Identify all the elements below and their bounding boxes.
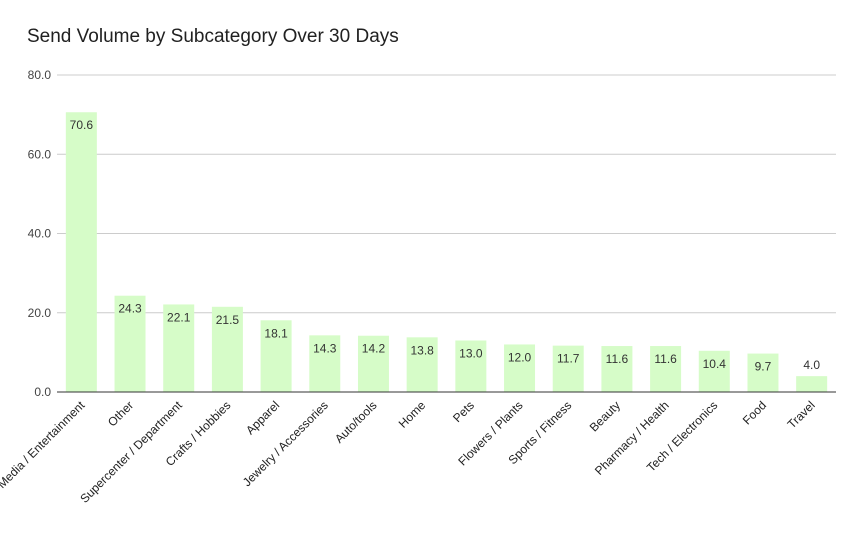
bar xyxy=(601,346,633,392)
bar xyxy=(796,376,828,392)
x-tick-label: Jewelry / Accessories xyxy=(240,398,331,489)
chart-title: Send Volume by Subcategory Over 30 Days xyxy=(27,26,399,47)
data-label: 11.6 xyxy=(654,352,677,366)
x-tick-label: Beauty xyxy=(587,398,623,434)
data-label: 24.3 xyxy=(118,302,142,316)
x-tick-label: Apparel xyxy=(243,398,282,437)
x-tick-label: Media / Entertainment xyxy=(0,398,88,491)
y-tick-label: 20.0 xyxy=(28,306,52,320)
data-label: 12.0 xyxy=(508,350,532,364)
data-label: 9.7 xyxy=(755,360,772,374)
bar xyxy=(260,320,292,392)
bar xyxy=(65,112,97,392)
bar xyxy=(163,304,195,392)
bar xyxy=(114,295,146,392)
x-tick-label: Auto/tools xyxy=(332,398,380,446)
y-tick-label: 0.0 xyxy=(34,385,51,399)
bar xyxy=(357,335,389,392)
bar xyxy=(698,350,730,392)
bar xyxy=(747,353,779,392)
bar xyxy=(211,306,243,392)
bar xyxy=(455,340,487,392)
x-tick-label: Other xyxy=(105,398,136,429)
bar xyxy=(504,344,536,392)
data-label: 22.1 xyxy=(167,310,191,324)
bar xyxy=(406,337,438,392)
bar xyxy=(650,346,682,392)
bar xyxy=(552,345,584,392)
data-label: 14.3 xyxy=(313,341,337,355)
data-label: 14.2 xyxy=(362,342,386,356)
x-tick-label: Food xyxy=(740,398,769,427)
data-label: 70.6 xyxy=(70,118,94,132)
y-tick-label: 40.0 xyxy=(28,227,52,241)
x-tick-label: Home xyxy=(396,398,429,431)
data-label: 13.0 xyxy=(459,346,483,360)
data-label: 11.6 xyxy=(606,352,629,366)
data-label: 21.5 xyxy=(216,313,240,327)
y-tick-label: 80.0 xyxy=(28,68,52,82)
data-label: 18.1 xyxy=(264,326,288,340)
bar xyxy=(309,335,341,392)
data-label: 4.0 xyxy=(803,358,820,372)
data-label: 10.4 xyxy=(703,357,727,371)
x-tick-label: Travel xyxy=(785,398,818,431)
y-tick-label: 60.0 xyxy=(28,147,52,161)
x-tick-label: Pets xyxy=(450,398,477,425)
data-label: 11.7 xyxy=(557,352,580,366)
data-label: 13.8 xyxy=(410,343,434,357)
